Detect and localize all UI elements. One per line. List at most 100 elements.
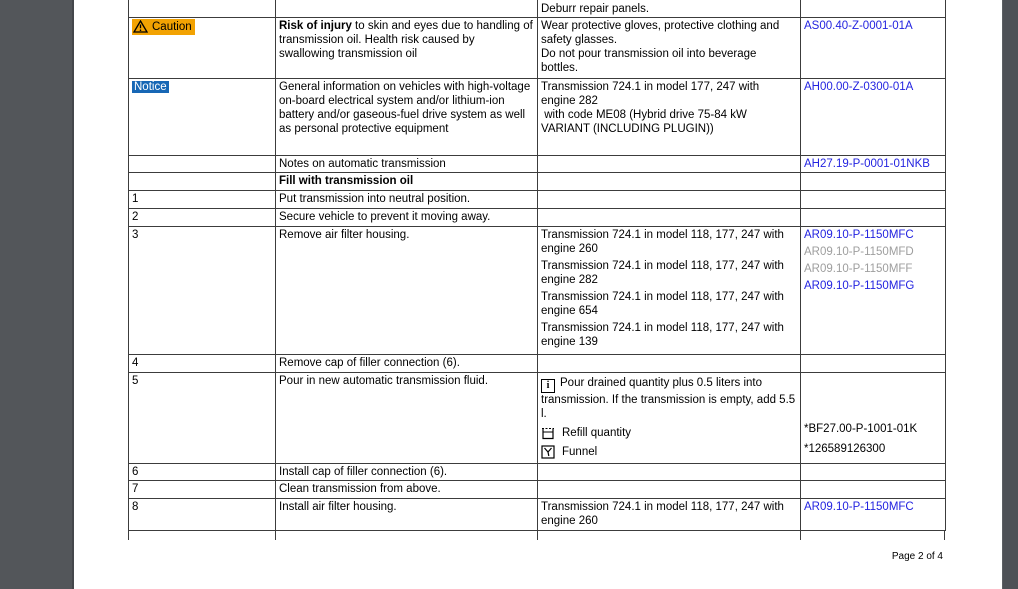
table-row-notice: Notice General information on vehicles w… [128,77,946,156]
cell-code [800,462,946,481]
cell-code: AR09.10-P-1150MFC AR09.10-P-1150MFD AR09… [800,225,946,355]
page-number: Page 2 of 4 [891,551,943,562]
document-link[interactable]: AS00.40-Z-0001-01A [804,19,913,32]
step-number: 3 [128,225,276,355]
cell-label [128,154,276,173]
document-link[interactable]: AH00.00-Z-0300-01A [804,80,914,93]
document-link[interactable]: AH27.19-P-0001-01NKB [804,157,930,170]
funnel-part-number: *126589126300 [804,442,886,455]
table-row: Notes on automatic transmission AH27.19-… [128,154,946,173]
step-number: 8 [128,497,276,531]
cell-detail: Transmission 724.1 in model 118, 177, 24… [537,225,801,355]
step-number: 6 [128,462,276,481]
info-note-text: Pour drained quantity plus 0.5 liters in… [541,376,796,420]
table-row-step: 2 Secure vehicle to prevent it moving aw… [128,207,946,227]
cell-code: AH27.19-P-0001-01NKB [800,154,946,173]
risk-bold-text: Risk of injury [279,19,352,32]
cell-label [128,171,276,191]
table-row: Deburr repair panels. [128,0,946,18]
cell-detail [537,189,801,209]
table-row-step: 3 Remove air filter housing. Transmissio… [128,225,946,355]
step-number: 5 [128,371,276,464]
step-number: 4 [128,353,276,373]
step-number: 1 [128,189,276,209]
cell-desc: Remove air filter housing. [275,225,538,355]
cell-detail: i Pour drained quantity plus 0.5 liters i… [537,371,801,464]
warning-triangle-icon [133,20,148,33]
table-row-step: 6 Install cap of filler connection (6). [128,462,946,481]
cell-desc [275,0,538,18]
viewer-gutter-right [1002,0,1018,589]
column-rule-stub [537,531,538,540]
step-number: 7 [128,479,276,499]
section-title: Fill with transmission oil [275,171,538,191]
cell-detail [537,154,801,173]
cell-desc: Remove cap of filler connection (6). [275,353,538,373]
column-rule-stub [800,531,801,540]
cell-detail [537,353,801,373]
detail-line: Wear protective gloves, protective cloth… [541,19,780,46]
document-code-inactive: AR09.10-P-1150MFF [804,262,913,275]
cell-label: Caution [128,16,276,79]
refill-quantity-code: *BF27.00-P-1001-01K [804,422,918,435]
cell-desc: Notes on automatic transmission [275,154,538,173]
column-rule-stub [275,531,276,540]
variant-entry: Transmission 724.1 in model 118, 177, 24… [541,228,784,255]
refill-quantity-icon [542,427,554,439]
table-row-step: 1 Put transmission into neutral position… [128,189,946,209]
detail-line: with code ME08 (Hybrid drive 75-84 kW VA… [541,108,751,135]
cell-detail: Transmission 724.1 in model 177, 247 wit… [537,77,801,156]
funnel-line: Funnel [541,444,796,459]
cell-detail: Deburr repair panels. [537,0,801,18]
viewer-gutter-left [0,0,74,589]
funnel-label: Funnel [562,445,598,458]
cell-code: AR09.10-P-1150MFC [800,497,946,531]
detail-line: Do not pour transmission oil into bevera… [541,47,757,74]
funnel-icon [541,444,555,459]
variant-entry: Transmission 724.1 in model 118, 177, 24… [541,290,784,317]
cell-detail: Wear protective gloves, protective cloth… [537,16,801,79]
step-number: 2 [128,207,276,227]
table-row-step: 7 Clean transmission from above. [128,479,946,499]
column-rule-stub [944,531,945,540]
repair-procedure-table: Deburr repair panels. Caution Risk of in… [128,0,946,531]
cell-code [800,479,946,499]
cell-label: Notice [128,77,276,156]
variant-entry: Transmission 724.1 in model 118, 177, 24… [541,259,784,286]
table-row-step: 5 Pour in new automatic transmission flu… [128,371,946,464]
variant-entry: Transmission 724.1 in model 118, 177, 24… [541,321,784,348]
document-link[interactable]: AR09.10-P-1150MFC [804,228,914,241]
caution-badge: Caution [132,18,195,35]
cell-desc: Put transmission into neutral position. [275,189,538,209]
cell-detail [537,207,801,227]
cell-desc: Pour in new automatic transmission fluid… [275,371,538,464]
cell-code: *BF27.00-P-1001-01K *126589126300 [800,371,946,464]
risk-rest-text: to skin and eyes due to handling of tran… [279,19,533,60]
cell-desc: General information on vehicles with hig… [275,77,538,156]
cell-code [800,189,946,209]
cell-desc: Risk of injury to skin and eyes due to h… [275,16,538,79]
cell-code [800,353,946,373]
notice-selected-text: Notice [132,80,169,93]
table-row-caution: Caution Risk of injury to skin and eyes … [128,16,946,79]
table-row-step: 8 Install air filter housing. Transmissi… [128,497,946,531]
cell-code [800,0,946,18]
cell-code: AH00.00-Z-0300-01A [800,77,946,156]
table-row-step: 4 Remove cap of filler connection (6). [128,353,946,373]
document-code-inactive: AR09.10-P-1150MFD [804,245,914,258]
table-row-section: Fill with transmission oil [128,171,946,191]
cell-code [800,171,946,191]
cell-detail [537,462,801,481]
detail-line: Transmission 724.1 in model 177, 247 wit… [541,80,760,107]
cell-code [800,207,946,227]
cell-desc: Secure vehicle to prevent it moving away… [275,207,538,227]
info-note: i Pour drained quantity plus 0.5 liters i… [541,376,796,421]
cell-code: AS00.40-Z-0001-01A [800,16,946,79]
cell-detail: Transmission 724.1 in model 118, 177, 24… [537,497,801,531]
document-link[interactable]: AR09.10-P-1150MFC [804,500,914,513]
caution-label: Caution [152,20,192,33]
cell-desc: Clean transmission from above. [275,479,538,499]
cell-desc: Install air filter housing. [275,497,538,531]
document-link[interactable]: AR09.10-P-1150MFG [804,279,915,292]
column-rule-stub [128,531,129,540]
